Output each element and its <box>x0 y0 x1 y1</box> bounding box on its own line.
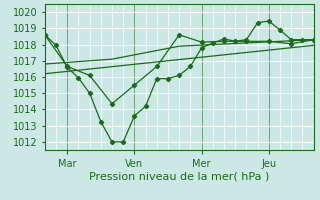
X-axis label: Pression niveau de la mer( hPa ): Pression niveau de la mer( hPa ) <box>89 172 269 182</box>
